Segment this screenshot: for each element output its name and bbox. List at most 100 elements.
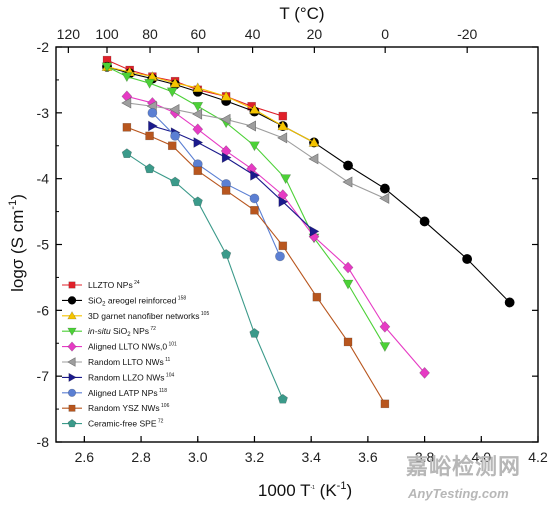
- top-tick-label: 100: [95, 26, 119, 42]
- data-point: [277, 120, 289, 131]
- data-point: [248, 103, 260, 114]
- data-point: [250, 205, 259, 215]
- data-point: [221, 249, 232, 259]
- data-point: [192, 101, 204, 112]
- top-tick-label: 80: [142, 26, 158, 42]
- data-point: [278, 196, 289, 208]
- data-point: [277, 132, 288, 144]
- legend-label: Random YSZ NWs 106: [88, 403, 170, 413]
- data-point: [275, 251, 285, 262]
- legend-label: Ceramic-free SPE 72: [88, 419, 164, 429]
- data-point: [380, 399, 390, 409]
- legend-label: Aligned LLTO NWs,0 101: [88, 342, 177, 352]
- data-point: [144, 78, 156, 89]
- legend-marker: [67, 419, 77, 428]
- x-tick-label: 3.2: [245, 449, 265, 465]
- data-point: [277, 393, 288, 404]
- series-layer: [101, 55, 515, 409]
- data-point: [342, 279, 354, 290]
- data-point: [419, 216, 430, 227]
- top-tick-label: 20: [307, 26, 323, 42]
- legend-marker: [67, 327, 77, 337]
- x-tick-label: 3.8: [415, 449, 435, 465]
- data-point: [170, 130, 180, 141]
- legend: LLZTO NPs 24 SiO2 areogel reinforced 158 3…: [62, 280, 209, 429]
- data-point: [220, 113, 231, 125]
- data-point: [462, 254, 473, 264]
- legend-item: Aligned LLTO NWs,0 101: [62, 341, 177, 352]
- data-point: [308, 136, 320, 147]
- x-tick-label: 4.0: [472, 449, 492, 465]
- legend-label: in-situ SiO2 NPs 72: [88, 326, 156, 338]
- x-tick-label: 4.2: [528, 449, 548, 465]
- y-tick-label: -2: [37, 39, 50, 55]
- legend-item: Ceramic-free SPE 72: [62, 419, 164, 429]
- legend-label: Random LLZO NWs 104: [88, 372, 174, 382]
- series-7: [147, 107, 285, 262]
- data-point: [249, 193, 260, 204]
- data-point: [379, 342, 391, 353]
- y-tick-label: -8: [37, 434, 50, 450]
- data-point: [249, 328, 260, 338]
- data-point: [342, 176, 353, 188]
- data-point: [166, 87, 178, 98]
- x-axis-title: 1000 T-1 (K-1): [258, 480, 352, 500]
- data-point: [379, 192, 390, 204]
- legend-marker: [67, 296, 77, 305]
- data-point: [280, 174, 292, 185]
- legend-item: Aligned LATP NPs 118: [62, 388, 167, 398]
- legend-item: 3D garnet nanofiber networks 105: [62, 311, 209, 321]
- series-5: [121, 97, 390, 204]
- y-tick-label: -6: [37, 302, 50, 318]
- data-point: [169, 77, 181, 88]
- legend-item: Random YSZ NWs 106: [62, 403, 170, 413]
- legend-label: SiO2 areogel reinforced 158: [88, 295, 186, 307]
- x-tick-label: 2.8: [131, 449, 151, 465]
- legend-item: in-situ SiO2 NPs 72: [62, 326, 156, 338]
- series-9: [121, 148, 288, 404]
- series-3: [101, 62, 391, 353]
- data-point: [248, 141, 260, 152]
- legend-item: Random LLTO NWs 11: [62, 357, 171, 367]
- data-point: [278, 111, 288, 121]
- y-tick-label: -4: [37, 171, 50, 187]
- data-point: [246, 120, 256, 132]
- data-point: [193, 136, 204, 148]
- data-point: [169, 104, 180, 116]
- y-axis-title: logσ (S cm-1): [7, 194, 27, 292]
- top-tick-label: 120: [57, 26, 81, 42]
- watermark: 嘉峪检测网 AnyTesting.com: [406, 454, 521, 501]
- x-tick-label: 2.6: [75, 449, 95, 465]
- legend-item: Random LLZO NWs 104: [62, 372, 174, 382]
- data-point: [308, 153, 319, 165]
- data-point: [309, 225, 320, 237]
- data-point: [278, 241, 288, 251]
- data-point: [221, 152, 232, 164]
- axes-layer: 2.6 2.8 3.0 3.2 3.4 3.6 3.8 4.0 4.2 -2 -3 -4 -5 -6 -7 -…: [37, 26, 548, 465]
- data-point: [504, 297, 515, 308]
- data-point: [192, 123, 204, 136]
- legend-marker: [67, 310, 77, 320]
- top-tick-label: 0: [381, 26, 389, 42]
- data-point: [379, 183, 390, 194]
- series-line: [126, 102, 386, 199]
- legend-label: LLZTO NPs 24: [88, 280, 140, 290]
- data-point: [169, 176, 181, 187]
- x-tick-label: 3.6: [358, 449, 378, 465]
- data-point: [147, 107, 158, 118]
- legend-label: Aligned LATP NPs 118: [88, 388, 167, 398]
- legend-marker: [68, 372, 77, 383]
- data-point: [192, 196, 203, 207]
- top-tick-label: 40: [245, 26, 261, 42]
- data-point: [121, 97, 132, 109]
- legend-label: Random LLTO NWs 11: [88, 357, 171, 367]
- legend-item: LLZTO NPs 24: [62, 280, 140, 290]
- data-point: [419, 366, 430, 379]
- data-point: [121, 148, 132, 158]
- data-point: [144, 163, 155, 174]
- watermark-en: AnyTesting.com: [407, 486, 509, 501]
- watermark-cn: 嘉峪检测网: [406, 454, 521, 480]
- data-point: [221, 186, 231, 195]
